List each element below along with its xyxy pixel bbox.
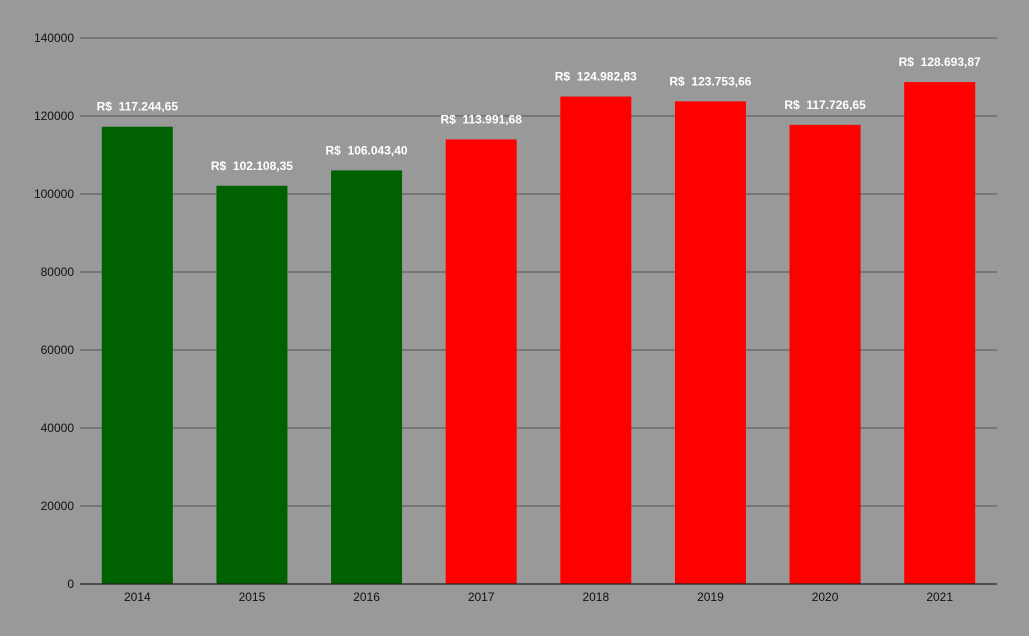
bar-value-label-2015: R$ 102.108,35: [211, 159, 293, 173]
x-tick-label-2016: 2016: [353, 590, 380, 604]
y-tick-label: 60000: [41, 343, 75, 357]
bar-2018: [560, 96, 632, 585]
bar-2016: [331, 170, 403, 585]
bar-value-label-2021: R$ 128.693,87: [899, 55, 981, 69]
bar-value-label-2017: R$ 113.991,68: [440, 112, 522, 126]
x-tick-label-2019: 2019: [697, 590, 724, 604]
y-tick-label: 120000: [34, 109, 74, 123]
x-tick-label-2018: 2018: [582, 590, 609, 604]
y-tick-label: 40000: [41, 421, 75, 435]
x-tick-label-2020: 2020: [812, 590, 839, 604]
bar-2020: [789, 124, 861, 585]
bar-2015: [216, 185, 288, 584]
bar-2021: [904, 82, 976, 585]
bar-2019: [674, 101, 746, 585]
y-tick-label: 20000: [41, 499, 75, 513]
bar-2017: [445, 139, 517, 585]
bar-value-label-2016: R$ 106.043,40: [326, 143, 408, 157]
y-axis-tick-labels: 0 20000 40000 60000 80000 100000 120000 140000: [34, 31, 74, 591]
bars: [101, 82, 976, 585]
bar-value-label-2020: R$ 117.726,65: [784, 98, 866, 112]
bar-2014: [101, 126, 173, 585]
y-tick-label: 140000: [34, 31, 74, 45]
y-tick-label: 100000: [34, 187, 74, 201]
bar-value-label-2019: R$ 123.753,66: [669, 74, 751, 88]
y-tick-label: 80000: [41, 265, 75, 279]
x-axis-tick-labels: 2014 2015 2016 2017 2018 2019 2020 2021: [124, 590, 953, 604]
bar-value-label-2014: R$ 117.244,65: [97, 100, 179, 114]
bar-data-labels: R$ 117.244,65 R$ 102.108,35 R$ 106.043,40 R…: [97, 55, 981, 173]
y-tick-label: 0: [67, 577, 74, 591]
x-tick-label-2014: 2014: [124, 590, 151, 604]
x-tick-label-2015: 2015: [239, 590, 266, 604]
x-tick-label-2017: 2017: [468, 590, 495, 604]
bar-value-label-2018: R$ 124.982,83: [555, 70, 637, 84]
x-tick-label-2021: 2021: [926, 590, 953, 604]
